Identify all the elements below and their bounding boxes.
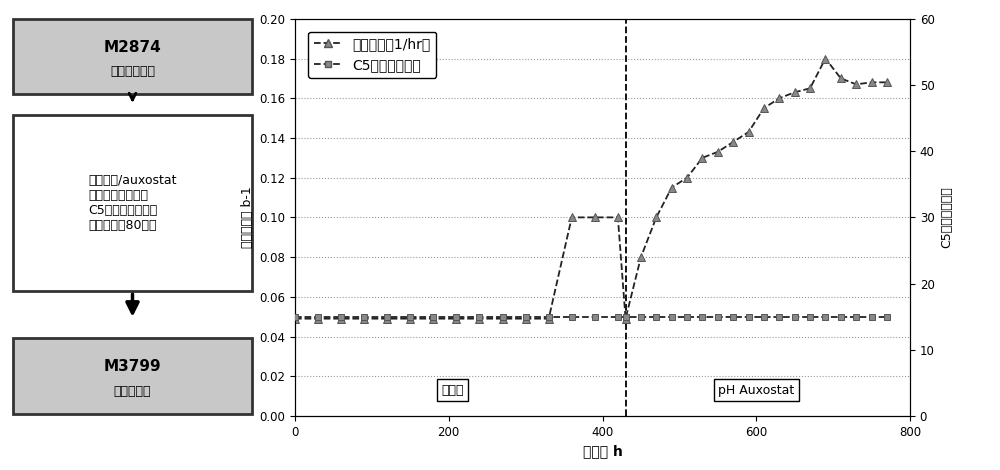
- Text: 在恒化器/auxostat
中于硬木衍生的含
C5糖的液剂上进行
的选择（～80代）: 在恒化器/auxostat 中于硬木衍生的含 C5糖的液剂上进行 的选择（～80…: [88, 174, 177, 232]
- Text: （工程化的）: （工程化的）: [110, 65, 155, 78]
- Y-axis label: 生长速率， b-1: 生长速率， b-1: [241, 187, 254, 248]
- Text: 恒化器: 恒化器: [441, 384, 464, 397]
- FancyBboxPatch shape: [13, 115, 252, 291]
- Text: M2874: M2874: [104, 40, 161, 55]
- Y-axis label: C5液剂的百分比: C5液剂的百分比: [940, 187, 953, 248]
- FancyBboxPatch shape: [13, 338, 252, 414]
- FancyBboxPatch shape: [13, 19, 252, 94]
- X-axis label: 时间， h: 时间， h: [583, 444, 622, 458]
- Text: pH Auxostat: pH Auxostat: [718, 384, 794, 397]
- Legend: 生长速率（1/hr）, C5液剂的百分比: 生长速率（1/hr）, C5液剂的百分比: [308, 31, 436, 78]
- Text: M3799: M3799: [104, 360, 161, 375]
- Text: （适应的）: （适应的）: [114, 384, 151, 398]
